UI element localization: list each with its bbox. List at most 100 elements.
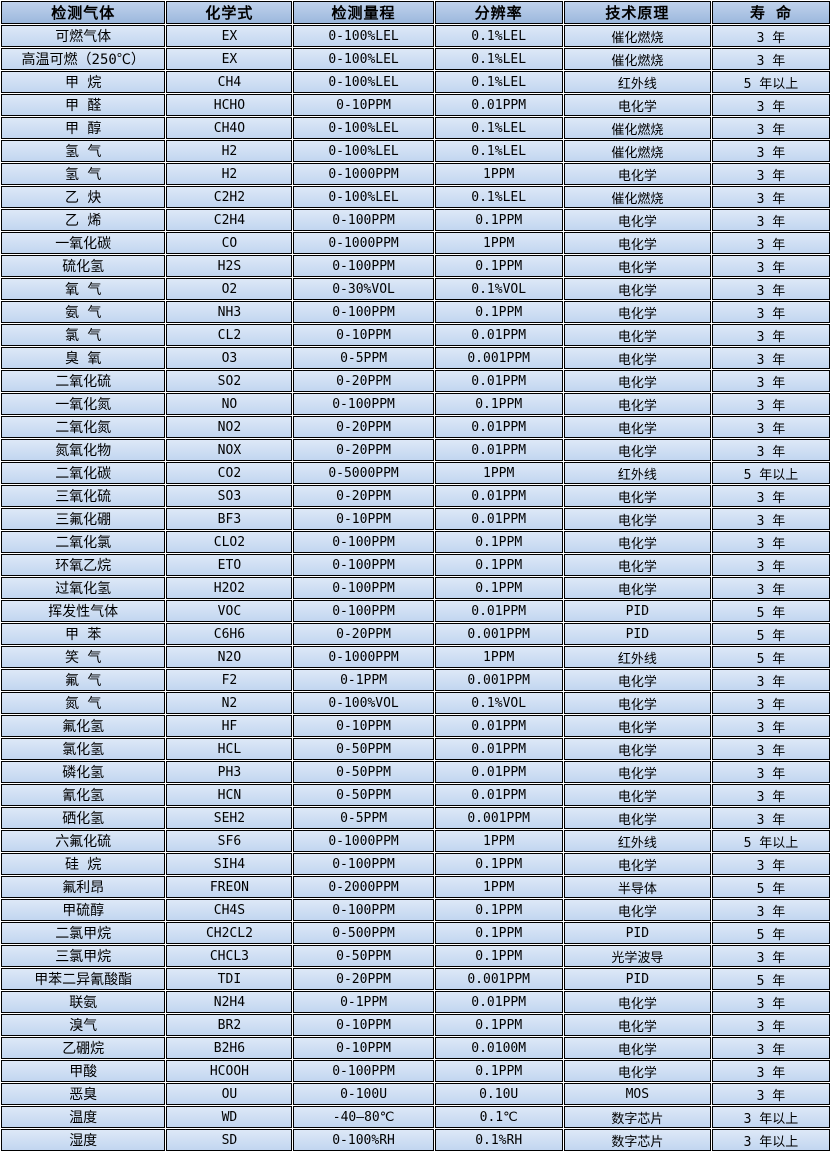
cell-range: 0-50PPM bbox=[293, 738, 434, 760]
cell-lifespan: 3 年 bbox=[711, 324, 830, 346]
cell-range: 0-1PPM bbox=[293, 669, 434, 691]
cell-principle: 数字芯片 bbox=[563, 1129, 711, 1151]
table-row: 乙硼烷 B2H6 0-10PPM 0.0100M 电化学 3 年 bbox=[1, 1037, 830, 1059]
cell-gas: 甲硫醇 bbox=[1, 899, 166, 921]
cell-range: 0-100%LEL bbox=[293, 71, 434, 93]
cell-formula: N2H4 bbox=[166, 991, 293, 1013]
table-row: 一氧化氮 NO 0-100PPM 0.1PPM 电化学 3 年 bbox=[1, 393, 830, 415]
cell-principle: 电化学 bbox=[563, 301, 711, 323]
table-header: 检测气体 化学式 检测量程 分辨率 技术原理 寿 命 bbox=[1, 1, 830, 24]
table-row: 甲 醇 CH4O 0-100%LEL 0.1%LEL 催化燃烧 3 年 bbox=[1, 117, 830, 139]
cell-resolution: 0.1PPM bbox=[434, 255, 563, 277]
table-row: 二氯甲烷 CH2CL2 0-500PPM 0.1PPM PID 5 年 bbox=[1, 922, 830, 944]
cell-formula: N2O bbox=[166, 646, 293, 668]
cell-gas: 甲 醇 bbox=[1, 117, 166, 139]
cell-range: 0-100PPM bbox=[293, 531, 434, 553]
cell-principle: 电化学 bbox=[563, 991, 711, 1013]
cell-formula: PH3 bbox=[166, 761, 293, 783]
cell-lifespan: 3 年 bbox=[711, 508, 830, 530]
cell-principle: 电化学 bbox=[563, 738, 711, 760]
cell-gas: 硅 烷 bbox=[1, 853, 166, 875]
cell-gas: 氮氧化物 bbox=[1, 439, 166, 461]
cell-range: 0-50PPM bbox=[293, 945, 434, 967]
table-row: 二氧化氮 NO2 0-20PPM 0.01PPM 电化学 3 年 bbox=[1, 416, 830, 438]
table-row: 磷化氢 PH3 0-50PPM 0.01PPM 电化学 3 年 bbox=[1, 761, 830, 783]
cell-gas: 氧 气 bbox=[1, 278, 166, 300]
cell-lifespan: 5 年 bbox=[711, 623, 830, 645]
cell-formula: TDI bbox=[166, 968, 293, 990]
table-row: 三氧化硫 SO3 0-20PPM 0.01PPM 电化学 3 年 bbox=[1, 485, 830, 507]
cell-resolution: 0.0100M bbox=[434, 1037, 563, 1059]
table-row: 氟 气 F2 0-1PPM 0.001PPM 电化学 3 年 bbox=[1, 669, 830, 691]
cell-formula: NO2 bbox=[166, 416, 293, 438]
cell-range: 0-100PPM bbox=[293, 393, 434, 415]
table-row: 氟化氢 HF 0-10PPM 0.01PPM 电化学 3 年 bbox=[1, 715, 830, 737]
cell-principle: 电化学 bbox=[563, 347, 711, 369]
cell-gas: 笑 气 bbox=[1, 646, 166, 668]
cell-gas: 恶臭 bbox=[1, 1083, 166, 1105]
cell-principle: 红外线 bbox=[563, 646, 711, 668]
cell-principle: 半导体 bbox=[563, 876, 711, 898]
cell-resolution: 0.01PPM bbox=[434, 761, 563, 783]
table-row: 硫化氢 H2S 0-100PPM 0.1PPM 电化学 3 年 bbox=[1, 255, 830, 277]
cell-principle: 催化燃烧 bbox=[563, 25, 711, 47]
cell-formula: ETO bbox=[166, 554, 293, 576]
cell-range: 0-100%RH bbox=[293, 1129, 434, 1151]
cell-range: 0-1000PPM bbox=[293, 830, 434, 852]
cell-lifespan: 3 年 bbox=[711, 439, 830, 461]
cell-resolution: 1PPM bbox=[434, 163, 563, 185]
cell-lifespan: 5 年 bbox=[711, 922, 830, 944]
cell-formula: C2H2 bbox=[166, 186, 293, 208]
cell-range: 0-100PPM bbox=[293, 1060, 434, 1082]
cell-principle: 电化学 bbox=[563, 1060, 711, 1082]
cell-resolution: 0.1PPM bbox=[434, 945, 563, 967]
cell-principle: 电化学 bbox=[563, 232, 711, 254]
cell-resolution: 0.1PPM bbox=[434, 1060, 563, 1082]
cell-formula: EX bbox=[166, 48, 293, 70]
cell-gas: 可燃气体 bbox=[1, 25, 166, 47]
cell-formula: EX bbox=[166, 25, 293, 47]
table-row: 氮氧化物 NOX 0-20PPM 0.01PPM 电化学 3 年 bbox=[1, 439, 830, 461]
cell-lifespan: 3 年 bbox=[711, 899, 830, 921]
cell-principle: 电化学 bbox=[563, 807, 711, 829]
cell-principle: 电化学 bbox=[563, 761, 711, 783]
cell-range: -40—80℃ bbox=[293, 1106, 434, 1128]
cell-principle: 电化学 bbox=[563, 554, 711, 576]
cell-gas: 硒化氢 bbox=[1, 807, 166, 829]
cell-principle: 电化学 bbox=[563, 669, 711, 691]
cell-principle: MOS bbox=[563, 1083, 711, 1105]
cell-range: 0-10PPM bbox=[293, 1037, 434, 1059]
cell-principle: 电化学 bbox=[563, 577, 711, 599]
cell-resolution: 1PPM bbox=[434, 232, 563, 254]
cell-principle: PID bbox=[563, 600, 711, 622]
cell-range: 0-20PPM bbox=[293, 623, 434, 645]
cell-range: 0-1PPM bbox=[293, 991, 434, 1013]
cell-range: 0-100%LEL bbox=[293, 48, 434, 70]
cell-lifespan: 3 年 bbox=[711, 577, 830, 599]
cell-formula: BR2 bbox=[166, 1014, 293, 1036]
cell-principle: 催化燃烧 bbox=[563, 140, 711, 162]
cell-lifespan: 3 年 bbox=[711, 393, 830, 415]
cell-principle: 数字芯片 bbox=[563, 1106, 711, 1128]
table-row: 高温可燃（250℃） EX 0-100%LEL 0.1%LEL 催化燃烧 3 年 bbox=[1, 48, 830, 70]
cell-gas: 三氟化硼 bbox=[1, 508, 166, 530]
cell-formula: NO bbox=[166, 393, 293, 415]
cell-resolution: 0.1PPM bbox=[434, 393, 563, 415]
cell-range: 0-20PPM bbox=[293, 370, 434, 392]
cell-resolution: 0.1℃ bbox=[434, 1106, 563, 1128]
cell-range: 0-100%VOL bbox=[293, 692, 434, 714]
cell-formula: FREON bbox=[166, 876, 293, 898]
table-row: 氯 气 CL2 0-10PPM 0.01PPM 电化学 3 年 bbox=[1, 324, 830, 346]
cell-range: 0-100PPM bbox=[293, 577, 434, 599]
table-row: 甲硫醇 CH4S 0-100PPM 0.1PPM 电化学 3 年 bbox=[1, 899, 830, 921]
cell-range: 0-100%LEL bbox=[293, 186, 434, 208]
cell-lifespan: 3 年 bbox=[711, 416, 830, 438]
cell-lifespan: 3 年 bbox=[711, 1060, 830, 1082]
header-lifespan: 寿 命 bbox=[711, 1, 830, 24]
cell-gas: 氨 气 bbox=[1, 301, 166, 323]
cell-range: 0-100%LEL bbox=[293, 25, 434, 47]
cell-gas: 二氧化硫 bbox=[1, 370, 166, 392]
cell-resolution: 0.01PPM bbox=[434, 600, 563, 622]
cell-lifespan: 3 年 bbox=[711, 232, 830, 254]
table-row: 氮 气 N2 0-100%VOL 0.1%VOL 电化学 3 年 bbox=[1, 692, 830, 714]
